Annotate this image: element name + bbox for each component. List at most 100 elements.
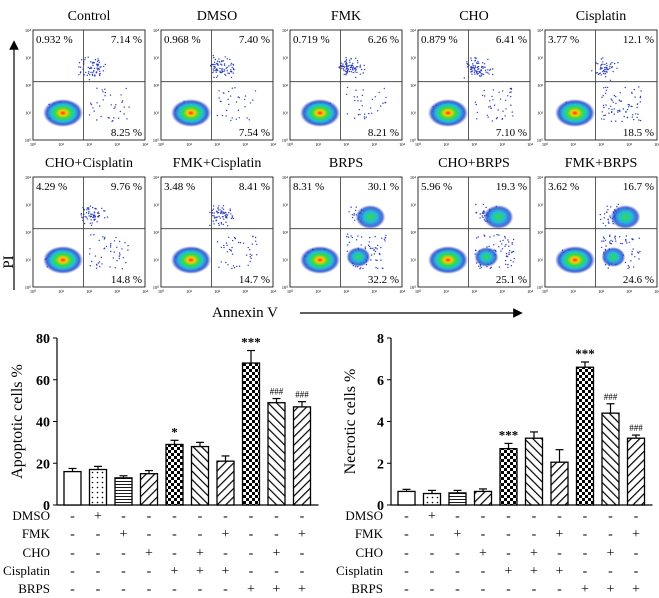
event-dot	[617, 62, 619, 64]
y-tick-label: 10⁴	[537, 175, 544, 180]
event-dot	[230, 62, 233, 64]
treatment-mark: -	[274, 527, 279, 542]
event-dot	[80, 212, 83, 215]
event-dot	[508, 245, 510, 247]
event-dot	[469, 68, 472, 70]
event-dot	[602, 95, 604, 97]
event-dot	[222, 68, 224, 70]
event-dot	[475, 211, 478, 214]
event-dot	[604, 92, 607, 95]
event-dot	[487, 69, 489, 71]
event-dot	[353, 213, 355, 215]
event-dot	[342, 68, 345, 70]
treatment-mark: -	[223, 546, 228, 561]
event-dot	[471, 70, 474, 72]
event-dot	[369, 236, 371, 239]
event-dot	[364, 118, 366, 120]
event-dot	[238, 117, 240, 119]
y-tick-label: 10⁴	[25, 175, 32, 180]
treatment-mark: -	[198, 582, 203, 597]
event-dot	[347, 244, 349, 246]
event-dot	[218, 205, 220, 207]
event-dot	[97, 69, 99, 71]
event-dot	[491, 95, 493, 98]
treatment-mark: -	[147, 564, 152, 579]
event-dot	[346, 113, 349, 115]
event-dot	[226, 251, 229, 253]
event-dot	[484, 69, 487, 72]
event-dot	[83, 74, 86, 76]
event-dot	[79, 72, 82, 74]
y-tick-label: 8	[377, 332, 384, 347]
treatment-mark: -	[532, 527, 537, 542]
event-dot	[639, 96, 641, 99]
treatment-mark: -	[96, 546, 101, 561]
event-dot	[631, 250, 633, 253]
event-dot	[369, 247, 372, 249]
event-dot	[225, 109, 228, 112]
treatment-mark: -	[223, 582, 228, 597]
event-dot	[352, 71, 354, 74]
event-dot	[350, 71, 352, 73]
density-blob	[43, 246, 83, 274]
event-dot	[351, 214, 353, 216]
event-dot	[624, 86, 626, 89]
event-dot	[610, 105, 612, 107]
event-dot	[638, 237, 640, 239]
treatment-mark: -	[430, 564, 435, 579]
event-dot	[235, 101, 238, 103]
y-tick-label: 10⁰	[25, 285, 32, 290]
event-dot	[356, 96, 358, 98]
treatment-table: DMSO - + - - - - - - - - FMK - - + - - - + - - + CHO - - - + - + - - + -…	[3, 508, 306, 597]
event-dot	[505, 108, 507, 110]
event-dot	[229, 70, 232, 73]
event-dot	[119, 110, 122, 113]
event-dot	[118, 257, 121, 260]
y-tick-label: 10¹	[537, 258, 544, 263]
y-tick-label: 10³	[537, 203, 544, 208]
treatment-mark: +	[556, 527, 564, 542]
event-dot	[631, 253, 633, 256]
event-dot	[345, 73, 347, 75]
treatment-mark: +	[530, 546, 538, 561]
event-dot	[370, 259, 372, 261]
event-dot	[640, 90, 642, 92]
quadrant-ur-value: 7.40 %	[239, 34, 270, 46]
event-dot	[604, 63, 606, 66]
event-dot	[99, 266, 101, 268]
event-dot	[249, 102, 252, 104]
event-dot	[376, 259, 378, 262]
treatment-mark: +	[454, 527, 462, 542]
event-dot	[507, 95, 509, 97]
event-dot	[90, 71, 92, 74]
event-dot	[224, 69, 226, 71]
event-dot	[606, 211, 608, 213]
event-dot	[603, 237, 605, 240]
event-dot	[509, 250, 511, 252]
event-dot	[507, 239, 509, 241]
treatment-mark: -	[455, 509, 460, 524]
event-dot	[213, 70, 215, 72]
y-tick-label: 10³	[282, 203, 289, 208]
event-dot	[356, 71, 358, 74]
event-dot	[601, 96, 603, 99]
x-tick-label: 10⁴	[270, 289, 277, 294]
event-dot	[94, 214, 96, 217]
density-blob	[555, 99, 595, 127]
event-dot	[121, 268, 124, 270]
event-dot	[212, 54, 214, 57]
event-dot	[121, 101, 123, 104]
event-dot	[94, 216, 96, 218]
event-dot	[89, 222, 92, 224]
event-dot	[489, 267, 492, 269]
x-tick-label: 10²	[598, 142, 605, 147]
event-dot	[215, 76, 218, 79]
event-dot	[124, 242, 126, 244]
event-dot	[213, 205, 215, 207]
y-tick-label: 10³	[410, 203, 417, 208]
event-dot	[249, 256, 251, 258]
x-tick-label: 10²	[86, 142, 93, 147]
event-dot	[608, 112, 610, 114]
event-dot	[602, 70, 604, 73]
